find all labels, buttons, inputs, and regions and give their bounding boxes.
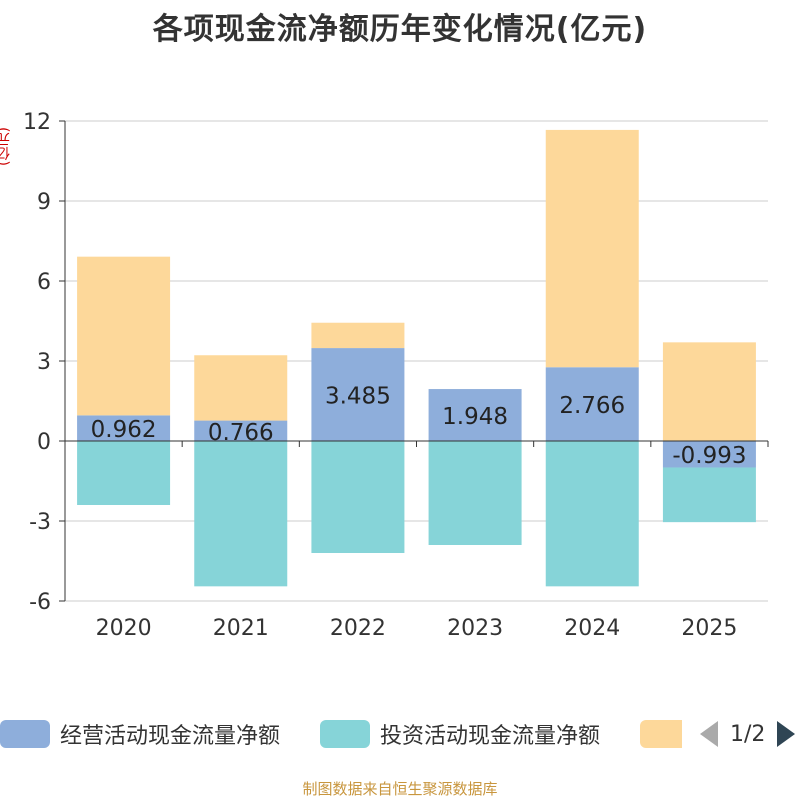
bar-financing-2021[interactable] (194, 355, 288, 421)
data-label-2021: 0.766 (208, 420, 274, 446)
bar-operating-2024[interactable] (545, 367, 639, 441)
legend-swatch-operating (0, 720, 50, 748)
x-tick-label-2020: 2020 (96, 616, 152, 641)
x-tick-label-2021: 2021 (213, 616, 269, 641)
data-label-2020: 0.962 (91, 417, 157, 443)
legend-item-financing[interactable] (640, 716, 682, 752)
bar-investing-2020[interactable] (77, 441, 171, 505)
y-tick-label: 12 (23, 110, 51, 135)
bar-financing-2024[interactable] (545, 129, 639, 368)
legend-page-indicator: 1/2 (730, 721, 766, 747)
chart-title: 各项现金流净额历年变化情况(亿元) (152, 12, 648, 47)
bar-investing-2025[interactable] (662, 467, 756, 523)
data-label-2023: 1.948 (442, 404, 508, 430)
bar-operating-2021[interactable] (194, 420, 288, 441)
bar-operating-2022[interactable] (311, 348, 405, 441)
y-tick-label: -6 (29, 590, 51, 615)
bar-investing-2024[interactable] (545, 441, 639, 587)
bar-financing-2022[interactable] (311, 322, 405, 349)
bar-operating-2023[interactable] (428, 389, 522, 441)
y-tick-label: 6 (37, 270, 51, 295)
bar-financing-2020[interactable] (77, 256, 171, 416)
legend-label-investing: 投资活动现金流量净额 (380, 724, 601, 749)
bar-investing-2023[interactable] (428, 441, 522, 545)
x-tick-label-2024: 2024 (564, 616, 620, 641)
source-note: 制图数据来自恒生聚源数据库 (302, 780, 498, 798)
legend-pager: 1/2 (700, 716, 796, 752)
bar-operating-2025[interactable] (662, 441, 756, 468)
legend-next-icon[interactable] (777, 721, 796, 747)
legend-swatch-investing (320, 720, 370, 748)
y-tick-label: -3 (29, 510, 51, 535)
legend: 经营活动现金流量净额 投资活动现金流量净额 1/2 (0, 716, 800, 752)
bar-operating-2020[interactable] (77, 415, 171, 441)
bar-investing-2021[interactable] (194, 441, 288, 587)
legend-item-operating[interactable]: 经营活动现金流量净额 (0, 716, 280, 752)
y-tick-label: 9 (37, 190, 51, 215)
data-label-2022: 3.485 (325, 384, 391, 410)
x-tick-label-2025: 2025 (681, 616, 737, 641)
bar-financing-2025[interactable] (662, 342, 756, 441)
legend-item-investing[interactable]: 投资活动现金流量净额 (320, 716, 600, 752)
data-label-2024: 2.766 (559, 393, 625, 419)
legend-prev-icon[interactable] (700, 721, 718, 747)
y-tick-label: 3 (37, 350, 51, 375)
bar-investing-2022[interactable] (311, 441, 405, 553)
bar-chart: -6 -3 0 3 6 9 12 2020 2021 2022 2023 2024 2025 0.962… (23, 110, 769, 641)
data-label-2025: -0.993 (672, 443, 746, 469)
x-tick-label-2023: 2023 (447, 616, 503, 641)
x-tick-label-2022: 2022 (330, 616, 386, 641)
legend-label-operating: 经营活动现金流量净额 (60, 724, 281, 749)
y-tick-label: 0 (37, 430, 51, 455)
legend-swatch-financing (640, 720, 682, 748)
